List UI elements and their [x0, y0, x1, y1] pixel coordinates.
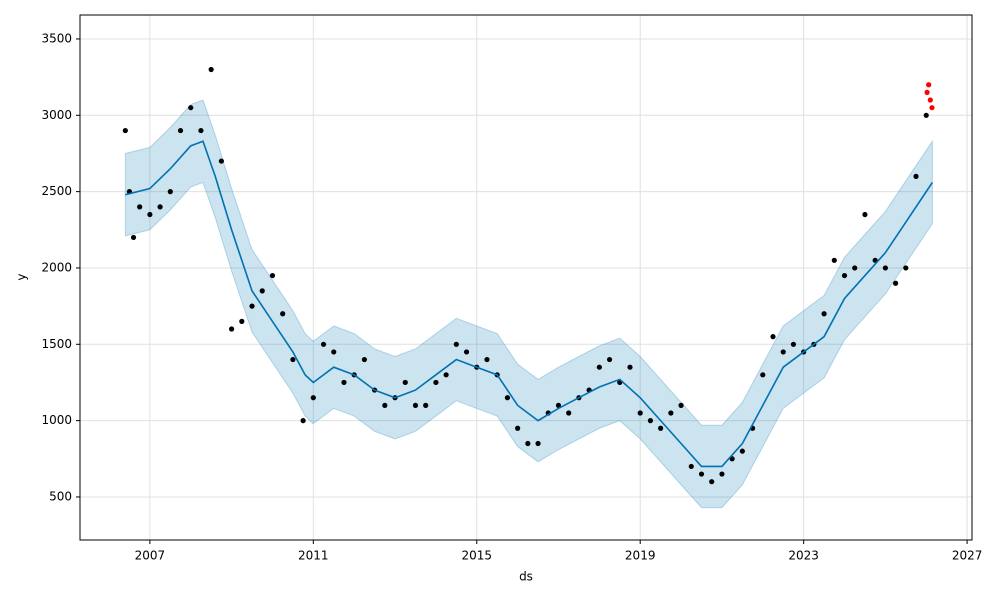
recent-point	[929, 105, 935, 111]
observed-point	[300, 418, 306, 424]
observed-point	[627, 364, 633, 370]
observed-point	[841, 272, 848, 279]
observed-point	[719, 471, 725, 477]
observed-point	[913, 173, 919, 179]
observed-point	[688, 463, 694, 470]
observed-point	[637, 410, 643, 416]
observed-point	[239, 318, 245, 324]
y-tick-label: 1000	[41, 413, 72, 427]
x-tick-label: 2023	[788, 549, 819, 563]
observed-point	[130, 234, 137, 241]
observed-point	[698, 471, 705, 477]
observed-point	[739, 448, 745, 454]
observed-point	[290, 356, 296, 363]
observed-point	[320, 341, 327, 347]
observed-point	[903, 265, 909, 271]
plot-frame	[79, 14, 973, 541]
observed-point	[463, 349, 470, 355]
observed-point	[790, 341, 797, 347]
observed-point	[259, 288, 265, 294]
observed-point	[923, 112, 929, 118]
observed-point	[504, 395, 511, 401]
y-tick-label: 500	[49, 489, 72, 503]
observed-point	[596, 364, 602, 370]
uncertainty-band	[124, 99, 933, 509]
observed-point	[606, 356, 613, 363]
observed-point	[668, 410, 674, 416]
observed-point	[515, 425, 521, 431]
observed-point	[453, 341, 459, 347]
observed-point	[137, 204, 143, 210]
observed-point	[566, 410, 572, 416]
observed-point	[208, 66, 214, 73]
observed-point	[821, 311, 827, 317]
recent-point	[927, 97, 933, 103]
observed-point	[484, 356, 490, 363]
observed-point	[249, 303, 255, 309]
observed-point	[122, 127, 128, 134]
observed-point	[852, 265, 858, 271]
observed-point	[341, 379, 347, 386]
x-tick-label: 2027	[952, 549, 983, 563]
recent-point	[926, 82, 932, 88]
observed-point	[331, 349, 337, 355]
observed-point	[198, 127, 204, 134]
forecast-line	[125, 140, 934, 468]
x-tick-label: 2019	[625, 549, 656, 563]
recent-point	[924, 89, 930, 95]
observed-point	[423, 402, 429, 408]
y-tick-label: 1500	[41, 337, 72, 351]
observed-point	[157, 204, 163, 210]
observed-point	[269, 272, 276, 279]
observed-point	[382, 402, 388, 408]
observed-point	[862, 211, 868, 218]
observed-point	[709, 479, 715, 485]
y-axis-label: y	[15, 273, 29, 280]
observed-point	[218, 158, 224, 164]
observed-point	[658, 425, 664, 431]
x-tick-label: 2011	[298, 549, 329, 563]
observed-point	[525, 440, 531, 447]
observed-point	[310, 395, 316, 401]
observed-point	[647, 418, 654, 424]
observed-point	[892, 280, 899, 286]
observed-point	[147, 211, 153, 218]
observed-point	[882, 265, 888, 271]
x-tick-label: 2015	[461, 549, 492, 563]
observed-point	[361, 356, 367, 363]
observed-point	[535, 440, 541, 447]
observed-point	[188, 105, 194, 111]
observed-point	[402, 379, 408, 386]
y-tick-label: 2000	[41, 260, 72, 274]
observed-point	[760, 372, 766, 378]
observed-point	[167, 189, 173, 195]
observed-point	[228, 326, 235, 332]
observed-point	[433, 379, 439, 386]
y-tick-label: 3500	[41, 31, 72, 45]
observed-point	[443, 372, 449, 378]
observed-point	[678, 402, 684, 408]
observed-point	[177, 127, 184, 134]
observed-point	[280, 311, 286, 317]
x-tick-label: 2007	[135, 549, 166, 563]
observed-point	[555, 402, 562, 408]
observed-point	[780, 349, 786, 355]
observed-point	[770, 334, 776, 340]
x-axis-label: ds	[519, 570, 533, 584]
observed-point	[831, 257, 837, 263]
y-tick-label: 2500	[41, 184, 72, 198]
y-tick-label: 3000	[41, 108, 72, 122]
observed-point	[412, 402, 419, 408]
